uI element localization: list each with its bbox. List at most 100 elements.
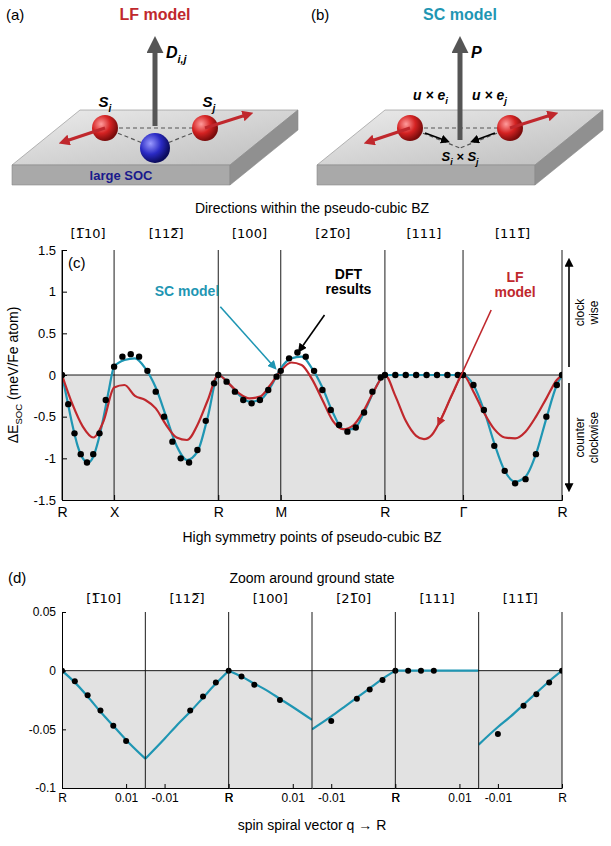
data-point — [405, 668, 411, 674]
tick: R — [57, 495, 67, 520]
diagram-panel: P(b)SC modelu × eiu × ejSi × Sj — [311, 6, 603, 185]
zero-line — [479, 670, 562, 671]
data-point — [533, 451, 539, 457]
direction-label: [111̅] — [503, 591, 538, 606]
zero-line — [62, 375, 562, 376]
data-point — [559, 372, 562, 378]
tick-mark — [62, 250, 67, 251]
vector-arrow — [458, 48, 463, 140]
negative-region — [62, 375, 562, 500]
displacement-label-part: u × e — [413, 87, 446, 103]
tick-label: -1.5 — [34, 493, 56, 508]
tick-mark — [498, 784, 499, 788]
series-line — [62, 357, 562, 482]
tick: R — [225, 784, 234, 805]
slab-side — [230, 110, 298, 185]
tick: -0.05 — [29, 723, 66, 737]
panel-letter: (c) — [68, 254, 86, 271]
data-point — [248, 400, 254, 406]
data-point — [554, 382, 560, 388]
data-point — [495, 731, 501, 737]
data-point — [502, 468, 508, 474]
data-point — [136, 353, 142, 359]
data-point — [97, 708, 103, 714]
data-point — [491, 443, 497, 449]
tick-label: 0.05 — [33, 605, 57, 619]
data-point — [521, 703, 527, 709]
data-point — [382, 372, 388, 378]
subpanel: R 0.01 [100] — [225, 591, 313, 805]
tick-label: 0.01 — [282, 791, 306, 805]
tick: R — [557, 495, 567, 520]
data-point — [546, 679, 552, 685]
vector-label-part: i,j — [178, 53, 188, 65]
data-point — [423, 372, 429, 378]
tick-mark — [62, 458, 67, 459]
plot-area — [395, 668, 478, 674]
x-axis-title: spin spiral vector q → R — [238, 817, 387, 833]
zero-line — [312, 670, 395, 671]
direction-label: [100] — [253, 591, 288, 606]
displacement-label: u × ej — [472, 87, 507, 106]
subpanel-border — [145, 612, 146, 788]
data-point — [96, 430, 102, 436]
vector-label: Di,j — [166, 44, 188, 65]
tick: -1 — [44, 451, 67, 466]
tick: -0.01 — [318, 784, 346, 805]
tick-label: 1.5 — [38, 243, 56, 258]
tick-mark — [331, 784, 332, 788]
direction-label: [21̅0] — [315, 226, 350, 241]
subpanel-border — [312, 612, 313, 788]
data-point — [119, 353, 125, 359]
figure-svg: Di,j(a)LF modelSiSjlarge SOCP(b)SC model… — [0, 0, 611, 846]
tick: R — [380, 495, 390, 520]
subpanel-border — [562, 612, 563, 788]
axis-line — [63, 251, 68, 501]
tick: X — [110, 495, 120, 520]
sense-label: clockwise — [587, 412, 601, 464]
x-axis: R0.01 — [391, 784, 479, 805]
tick-label: -0.01 — [485, 791, 513, 805]
tick: 0.05 — [33, 605, 66, 619]
plot-area — [479, 668, 562, 745]
slab-front — [12, 165, 230, 185]
plot-area — [145, 668, 228, 759]
tick-mark — [62, 333, 67, 334]
data-point — [257, 397, 263, 403]
spin-label-part: S — [99, 93, 109, 110]
data-point — [213, 679, 219, 685]
data-point — [251, 682, 257, 688]
series-label: results — [325, 281, 371, 297]
subpanel: -0.01R[21̅0] — [312, 591, 400, 805]
tick-label: R — [391, 791, 400, 805]
zero-line — [62, 670, 145, 671]
y-axis-title: ΔESOC (meV/Fe atom) — [5, 307, 24, 444]
data-point — [319, 387, 325, 393]
data-point — [273, 373, 279, 379]
data-point — [328, 407, 334, 413]
series-label: SC model — [155, 283, 220, 299]
tick-mark — [62, 417, 67, 418]
direction-label: [111̅] — [495, 226, 530, 241]
x-axis: -0.01 R — [313, 784, 401, 805]
tick-mark — [62, 671, 66, 672]
sense-label: clock — [573, 298, 587, 326]
axis-line — [146, 788, 229, 789]
data-point — [123, 738, 129, 744]
tick-label: 0.5 — [38, 326, 56, 341]
data-point — [90, 451, 96, 457]
data-point — [232, 388, 238, 394]
tick: 1.5 — [38, 243, 67, 258]
tick: R — [391, 784, 400, 805]
diagram-panel: Di,j(a)LF modelSiSjlarge SOC — [6, 6, 298, 185]
data-point — [353, 424, 359, 430]
data-point — [311, 368, 317, 374]
data-point — [203, 418, 209, 424]
sense-label: counter — [573, 417, 587, 457]
data-point — [178, 455, 184, 461]
direction-label: [111] — [420, 591, 455, 606]
tick-label: R — [558, 791, 567, 805]
tick-label: -0.05 — [29, 723, 57, 737]
panel-letter: (a) — [6, 6, 24, 23]
tick-mark — [62, 495, 63, 500]
